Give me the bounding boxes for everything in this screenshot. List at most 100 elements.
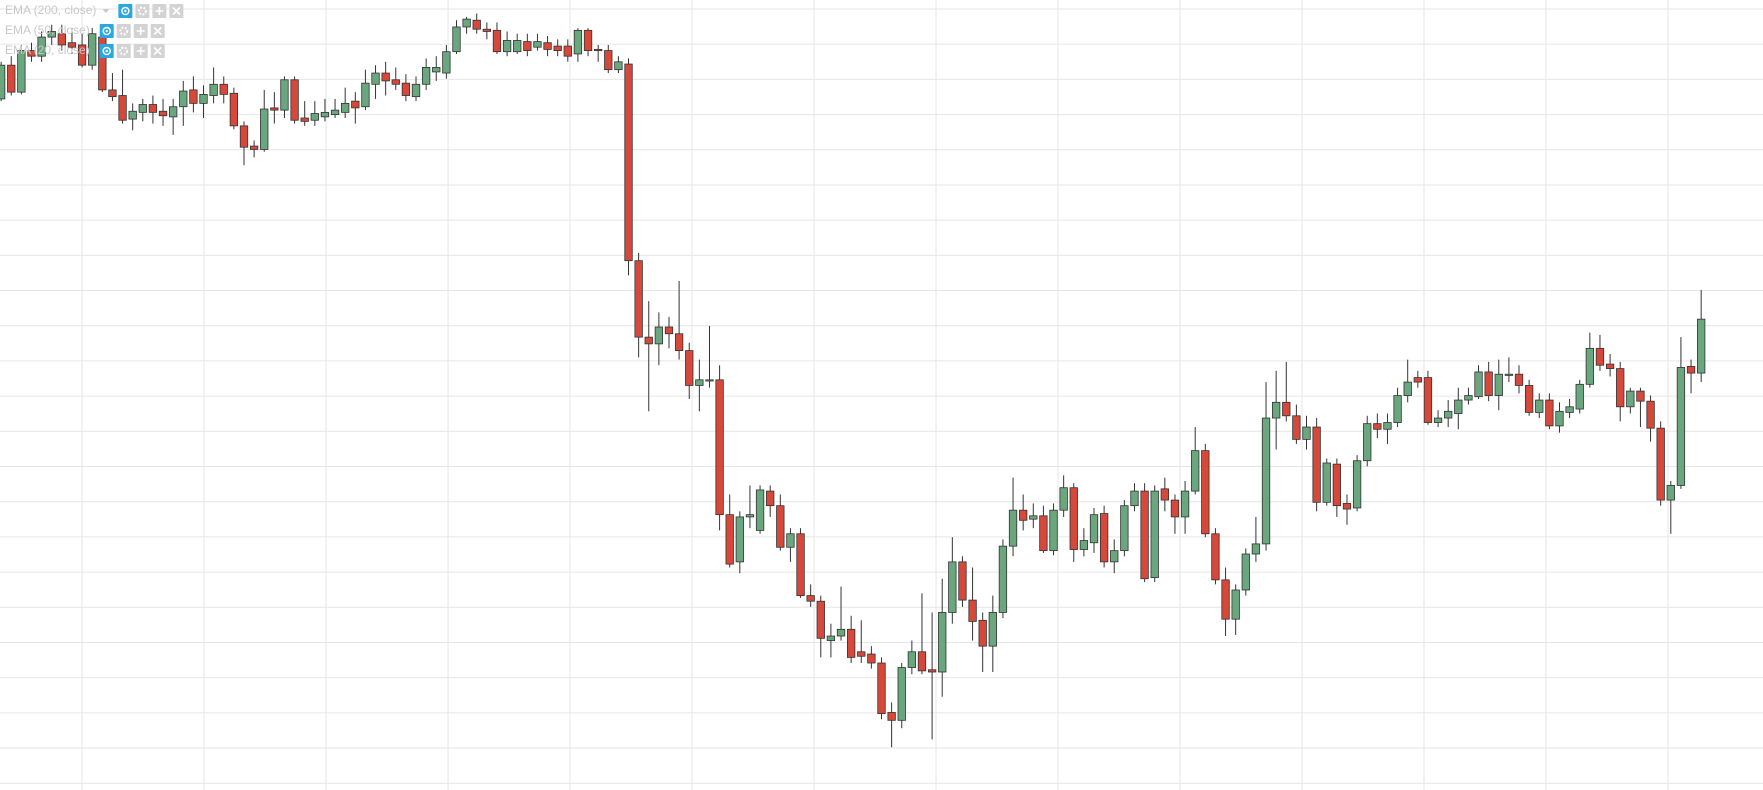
candle-body <box>796 533 805 596</box>
candles <box>0 13 1706 748</box>
candle-body <box>411 83 421 98</box>
candle-body <box>1585 347 1594 385</box>
candle-body <box>1383 422 1392 430</box>
candle-body <box>1444 410 1453 419</box>
candle-body <box>37 36 46 57</box>
candle-body <box>482 28 491 32</box>
gear-icon <box>119 26 129 36</box>
candle-body <box>543 42 552 50</box>
add-button[interactable] <box>152 4 167 18</box>
candle-body <box>614 61 623 71</box>
candle-body <box>867 653 876 664</box>
candle-body <box>998 545 1008 613</box>
candle-body <box>654 326 664 345</box>
candle-body <box>57 33 66 46</box>
candle-body <box>421 67 431 85</box>
candle-body <box>1170 499 1180 518</box>
candle-body <box>472 19 481 30</box>
candle-body <box>563 45 572 57</box>
candle-body <box>1413 377 1422 383</box>
candle-body <box>917 651 927 672</box>
candle-body <box>452 26 461 53</box>
candle-body <box>432 67 441 73</box>
candle-body <box>674 333 684 352</box>
candle-body <box>533 41 542 48</box>
candle-body <box>846 628 856 658</box>
candle-body <box>1514 373 1524 386</box>
candle-body <box>270 107 279 111</box>
indicator-label: EMA (50, close) <box>5 23 90 37</box>
candle-body <box>786 533 795 548</box>
candle-body <box>169 106 178 118</box>
candle-body <box>1312 426 1321 503</box>
settings-button[interactable] <box>116 44 131 58</box>
candle-body <box>1261 417 1271 545</box>
candle-body <box>715 379 724 516</box>
candle-body <box>351 100 360 109</box>
candle-body <box>239 125 249 148</box>
candle-body <box>1474 371 1483 398</box>
candle-body <box>1180 490 1190 518</box>
candle-body <box>7 64 16 93</box>
candle-body <box>1069 487 1078 550</box>
candle-body <box>47 31 56 38</box>
candle-body <box>442 51 451 74</box>
plus-icon <box>136 27 145 35</box>
candle-body <box>1454 399 1463 414</box>
candle-body <box>1272 401 1281 419</box>
candle-body <box>1352 460 1362 509</box>
candle-body <box>219 83 228 95</box>
candle-body <box>1605 363 1615 369</box>
candle-body <box>128 110 137 120</box>
candle-body <box>1403 381 1412 396</box>
add-button[interactable] <box>133 24 148 38</box>
add-button[interactable] <box>133 44 148 58</box>
eye-icon <box>121 6 130 16</box>
candle-body <box>1666 485 1675 501</box>
candle-body <box>887 712 896 721</box>
candle-body <box>280 79 289 111</box>
candle-body <box>1140 490 1149 580</box>
candle-body <box>0 64 6 100</box>
candle-body <box>249 145 259 150</box>
visibility-button[interactable] <box>99 24 114 38</box>
eye-icon <box>102 46 111 56</box>
candle-body <box>189 89 198 104</box>
candle-body <box>695 379 704 386</box>
indicator-legend: EMA (200, close) EMA (50, close) EMA (20, … <box>5 3 184 58</box>
candle-body <box>1160 488 1169 501</box>
candle-body <box>624 63 633 262</box>
candle-body <box>1099 513 1109 563</box>
candle-body <box>553 45 562 51</box>
dropdown-arrow[interactable] <box>102 9 110 13</box>
plus-icon <box>155 7 164 15</box>
eye-pupil <box>124 9 127 13</box>
candle-body <box>1008 509 1018 547</box>
candle-body <box>1636 390 1645 402</box>
candle-body <box>1555 410 1564 427</box>
candle-body <box>907 651 917 668</box>
candle-body <box>1029 515 1038 520</box>
visibility-button[interactable] <box>118 4 133 18</box>
candle-body <box>523 41 532 51</box>
candle-body <box>391 79 400 85</box>
remove-button[interactable] <box>150 44 165 58</box>
candle-body <box>1575 383 1584 410</box>
candle-body <box>199 93 208 104</box>
settings-button-bg <box>116 44 131 58</box>
candle-body <box>118 95 127 121</box>
candle-body <box>1393 395 1402 423</box>
candle-body <box>77 44 87 66</box>
settings-button[interactable] <box>135 4 150 18</box>
settings-button[interactable] <box>116 24 131 38</box>
visibility-button[interactable] <box>99 44 114 58</box>
remove-button[interactable] <box>169 4 184 18</box>
candle-body <box>492 29 502 53</box>
gear-icon <box>137 6 147 16</box>
candle-body <box>826 635 836 641</box>
candle-body <box>361 82 370 108</box>
remove-button[interactable] <box>150 24 165 38</box>
candle-body <box>685 350 694 386</box>
